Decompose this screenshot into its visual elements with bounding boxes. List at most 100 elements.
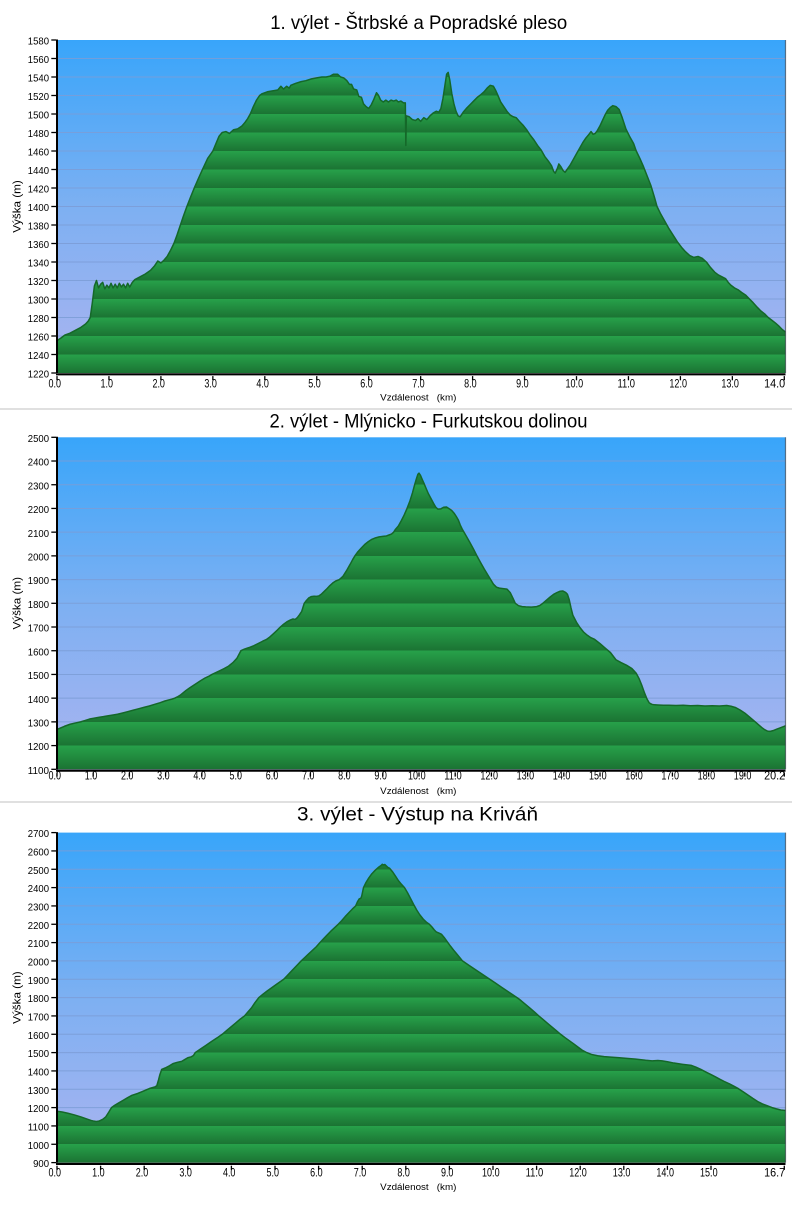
svg-text:7.0: 7.0 bbox=[354, 1166, 367, 1180]
svg-text:1400: 1400 bbox=[28, 203, 49, 214]
svg-text:1260: 1260 bbox=[28, 333, 49, 344]
svg-text:900: 900 bbox=[33, 1159, 49, 1170]
svg-text:14.0: 14.0 bbox=[656, 1166, 674, 1180]
svg-text:12.0: 12.0 bbox=[480, 769, 498, 783]
svg-text:8.0: 8.0 bbox=[397, 1166, 410, 1180]
svg-text:1440: 1440 bbox=[28, 166, 49, 177]
svg-text:1800: 1800 bbox=[28, 994, 49, 1005]
svg-text:1000: 1000 bbox=[28, 1141, 49, 1152]
svg-text:1380: 1380 bbox=[28, 222, 49, 233]
svg-text:1900: 1900 bbox=[28, 976, 49, 987]
svg-text:0.0: 0.0 bbox=[49, 1166, 62, 1180]
svg-text:1240: 1240 bbox=[28, 351, 49, 362]
svg-text:15.0: 15.0 bbox=[589, 769, 607, 783]
svg-text:6.0: 6.0 bbox=[360, 377, 373, 391]
svg-text:5.0: 5.0 bbox=[230, 769, 243, 783]
svg-text:2.0: 2.0 bbox=[152, 377, 165, 391]
svg-text:1.0: 1.0 bbox=[101, 377, 114, 391]
svg-text:2700: 2700 bbox=[28, 829, 49, 840]
svg-text:2.0: 2.0 bbox=[136, 1166, 149, 1180]
svg-text:8.0: 8.0 bbox=[338, 769, 351, 783]
svg-text:Vzdálenost (km): Vzdálenost (km) bbox=[380, 393, 456, 404]
svg-text:12.0: 12.0 bbox=[669, 377, 687, 391]
svg-text:1580: 1580 bbox=[28, 37, 49, 48]
svg-text:12.0: 12.0 bbox=[569, 1166, 587, 1180]
svg-text:13.0: 13.0 bbox=[721, 377, 739, 391]
svg-text:0.0: 0.0 bbox=[49, 377, 62, 391]
svg-text:8.0: 8.0 bbox=[464, 377, 477, 391]
svg-text:3.0: 3.0 bbox=[157, 769, 170, 783]
svg-text:1200: 1200 bbox=[28, 742, 49, 753]
svg-text:10.0: 10.0 bbox=[408, 769, 426, 783]
svg-text:2500: 2500 bbox=[28, 866, 49, 877]
svg-text:20.2: 20.2 bbox=[764, 769, 785, 783]
svg-text:1600: 1600 bbox=[28, 647, 49, 658]
svg-text:Vzdálenost (km): Vzdálenost (km) bbox=[380, 786, 456, 797]
svg-text:2200: 2200 bbox=[28, 921, 49, 932]
svg-text:1560: 1560 bbox=[28, 55, 49, 66]
svg-text:1.0: 1.0 bbox=[92, 1166, 105, 1180]
svg-text:1340: 1340 bbox=[28, 259, 49, 270]
svg-text:5.0: 5.0 bbox=[267, 1166, 280, 1180]
svg-text:2.0: 2.0 bbox=[121, 769, 134, 783]
svg-text:1200: 1200 bbox=[28, 1104, 49, 1115]
svg-text:1480: 1480 bbox=[28, 129, 49, 140]
svg-text:11.0: 11.0 bbox=[444, 769, 462, 783]
svg-text:1. výlet - Štrbské a Popradské: 1. výlet - Štrbské a Popradské pleso bbox=[270, 11, 567, 34]
svg-text:7.0: 7.0 bbox=[412, 377, 425, 391]
svg-text:3. výlet - Výstup na Kriváň: 3. výlet - Výstup na Kriváň bbox=[297, 804, 538, 826]
svg-text:Vzdálenost (km): Vzdálenost (km) bbox=[380, 1182, 456, 1193]
svg-text:2600: 2600 bbox=[28, 848, 49, 859]
svg-text:9.0: 9.0 bbox=[516, 377, 529, 391]
svg-text:15.0: 15.0 bbox=[700, 1166, 718, 1180]
svg-text:13.0: 13.0 bbox=[613, 1166, 631, 1180]
svg-text:17.0: 17.0 bbox=[661, 769, 679, 783]
svg-text:11.0: 11.0 bbox=[617, 377, 635, 391]
svg-text:4.0: 4.0 bbox=[256, 377, 269, 391]
svg-text:1420: 1420 bbox=[28, 185, 49, 196]
svg-text:1300: 1300 bbox=[28, 296, 49, 307]
svg-text:1900: 1900 bbox=[28, 576, 49, 587]
svg-text:1280: 1280 bbox=[28, 314, 49, 325]
svg-text:2000: 2000 bbox=[28, 958, 49, 969]
svg-text:16.0: 16.0 bbox=[625, 769, 643, 783]
svg-text:1800: 1800 bbox=[28, 600, 49, 611]
svg-text:14.0: 14.0 bbox=[764, 377, 785, 391]
svg-text:1300: 1300 bbox=[28, 718, 49, 729]
svg-text:1500: 1500 bbox=[28, 671, 49, 682]
svg-text:2200: 2200 bbox=[28, 505, 49, 516]
svg-text:2000: 2000 bbox=[28, 552, 49, 563]
svg-text:1300: 1300 bbox=[28, 1086, 49, 1097]
svg-text:1220: 1220 bbox=[28, 370, 49, 381]
svg-text:1600: 1600 bbox=[28, 1031, 49, 1042]
svg-text:13.0: 13.0 bbox=[517, 769, 535, 783]
svg-text:10.0: 10.0 bbox=[482, 1166, 500, 1180]
svg-text:Výška (m): Výška (m) bbox=[11, 577, 23, 630]
svg-text:18.0: 18.0 bbox=[698, 769, 716, 783]
svg-text:1.0: 1.0 bbox=[85, 769, 98, 783]
svg-text:4.0: 4.0 bbox=[223, 1166, 236, 1180]
svg-text:Výška (m): Výška (m) bbox=[11, 971, 23, 1024]
svg-text:3.0: 3.0 bbox=[204, 377, 217, 391]
svg-text:1320: 1320 bbox=[28, 277, 49, 288]
svg-text:11.0: 11.0 bbox=[526, 1166, 544, 1180]
svg-text:1700: 1700 bbox=[28, 1013, 49, 1024]
svg-text:2400: 2400 bbox=[28, 884, 49, 895]
svg-text:2300: 2300 bbox=[28, 481, 49, 492]
svg-text:2500: 2500 bbox=[28, 434, 49, 445]
svg-text:5.0: 5.0 bbox=[308, 377, 321, 391]
svg-text:9.0: 9.0 bbox=[374, 769, 387, 783]
svg-text:1400: 1400 bbox=[28, 695, 49, 706]
svg-text:1520: 1520 bbox=[28, 92, 49, 103]
svg-text:1100: 1100 bbox=[28, 766, 49, 777]
svg-text:6.0: 6.0 bbox=[310, 1166, 323, 1180]
svg-text:1100: 1100 bbox=[28, 1123, 49, 1134]
svg-text:1500: 1500 bbox=[28, 111, 49, 122]
svg-text:1700: 1700 bbox=[28, 624, 49, 635]
svg-text:1540: 1540 bbox=[28, 74, 49, 85]
svg-text:2100: 2100 bbox=[28, 939, 49, 950]
svg-text:1460: 1460 bbox=[28, 148, 49, 159]
svg-text:2100: 2100 bbox=[28, 529, 49, 540]
svg-text:2400: 2400 bbox=[28, 458, 49, 469]
svg-text:4.0: 4.0 bbox=[193, 769, 206, 783]
